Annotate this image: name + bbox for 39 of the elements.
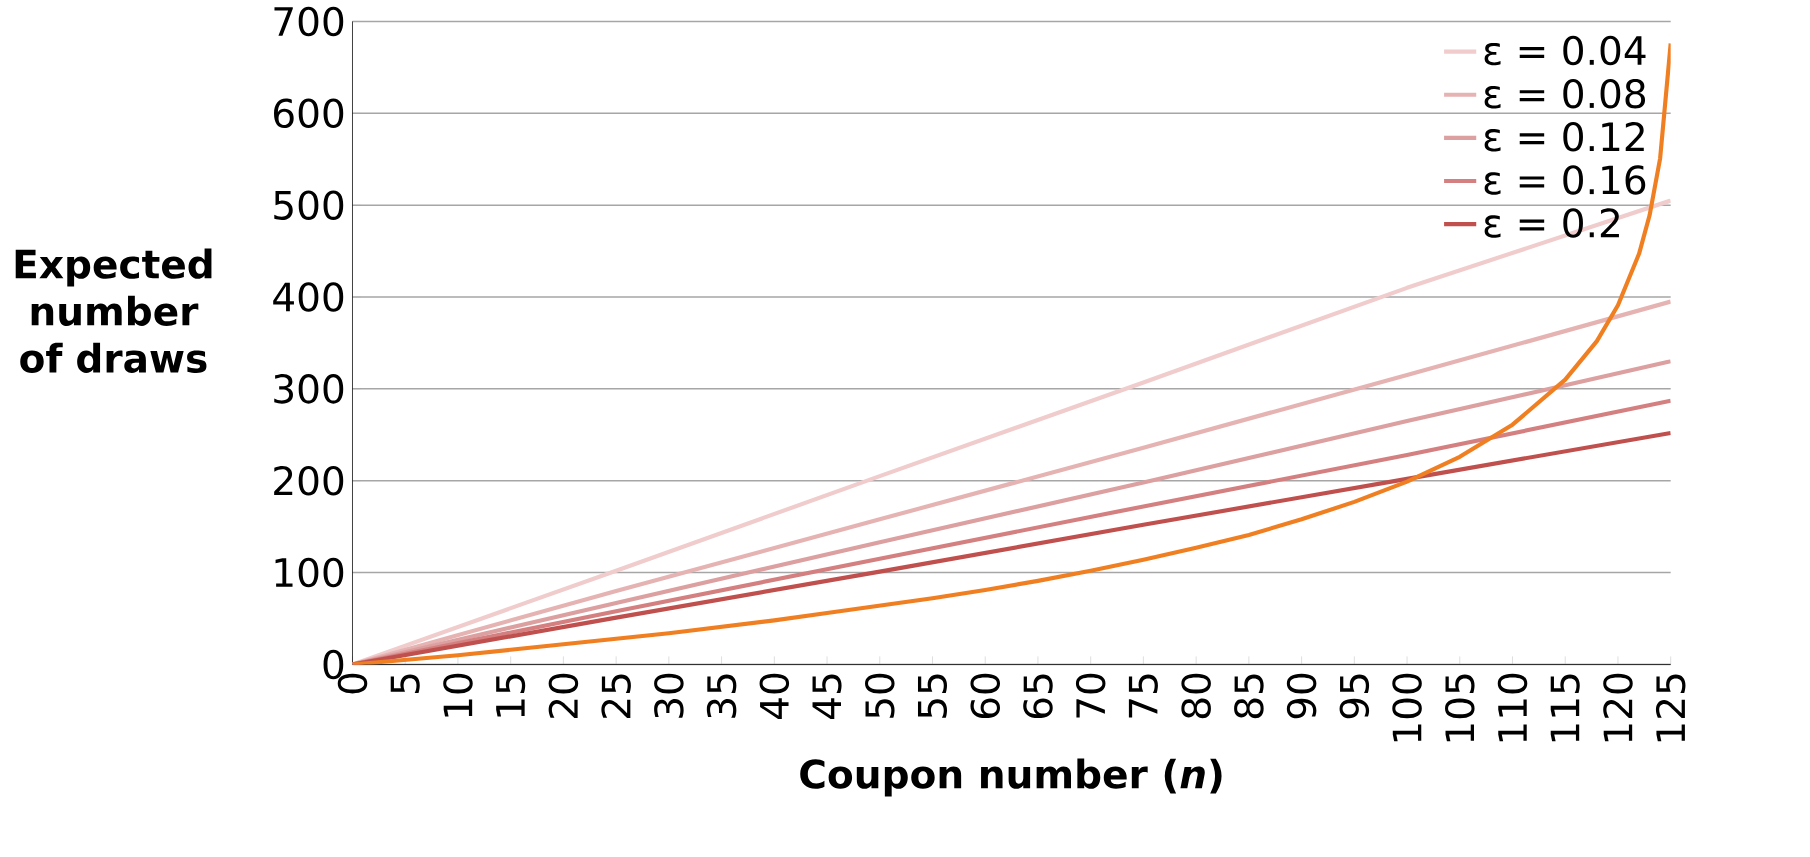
x-tick-label: 45 — [812, 674, 842, 719]
y-tick-label: 700 — [274, 6, 344, 37]
x-tick-label: 60 — [970, 673, 1000, 718]
x-tick-label: 95 — [1339, 674, 1370, 719]
x-tick-label: 120 — [1603, 673, 1633, 742]
x-tick-label: 75 — [1128, 674, 1158, 718]
x-tick-label: 85 — [1234, 674, 1264, 718]
x-tick-label: 15 — [496, 674, 526, 717]
y-tick-label: 100 — [275, 557, 344, 588]
x-tick-label: 35 — [706, 674, 737, 718]
x-tick-label: 125 — [1655, 674, 1686, 742]
y-tick-label: 400 — [273, 282, 344, 312]
y-tick-label: 600 — [274, 98, 344, 128]
legend-label: ε = 0.2 — [1484, 208, 1619, 238]
legend-label: ε = 0.12 — [1484, 121, 1644, 152]
x-tick-label: 70 — [1075, 673, 1106, 718]
x-tick-label: 30 — [654, 673, 684, 718]
y-axis-title: Expected number of draws — [15, 248, 212, 373]
x-axis-title: Coupon number (n) — [800, 758, 1222, 797]
y-tick-label: 500 — [274, 190, 344, 220]
x-tick-label: 80 — [1181, 673, 1211, 718]
x-tick-label: 10 — [443, 673, 473, 717]
x-tick-label: 55 — [917, 674, 948, 718]
x-tick-label: 110 — [1497, 673, 1528, 742]
x-tick-label: 100 — [1392, 673, 1422, 742]
x-tick-label: 65 — [1023, 674, 1053, 718]
x-tick-label: 115 — [1550, 674, 1580, 742]
legend-label: ε = 0.16 — [1484, 164, 1646, 195]
x-tick-label: 5 — [390, 674, 420, 693]
y-tick-label: 300 — [274, 373, 344, 404]
legend-label: ε = 0.08 — [1484, 78, 1646, 109]
x-tick-label: 90 — [1286, 673, 1317, 719]
x-tick-label: 20 — [548, 673, 579, 718]
x-tick-label: 25 — [601, 674, 631, 718]
x-tick-label: 50 — [865, 673, 895, 718]
y-tick-label: 200 — [274, 465, 344, 496]
legend-label: ε = 0.04 — [1484, 35, 1646, 66]
x-tick-label: 40 — [759, 673, 790, 719]
x-tick-label: 105 — [1445, 674, 1475, 742]
